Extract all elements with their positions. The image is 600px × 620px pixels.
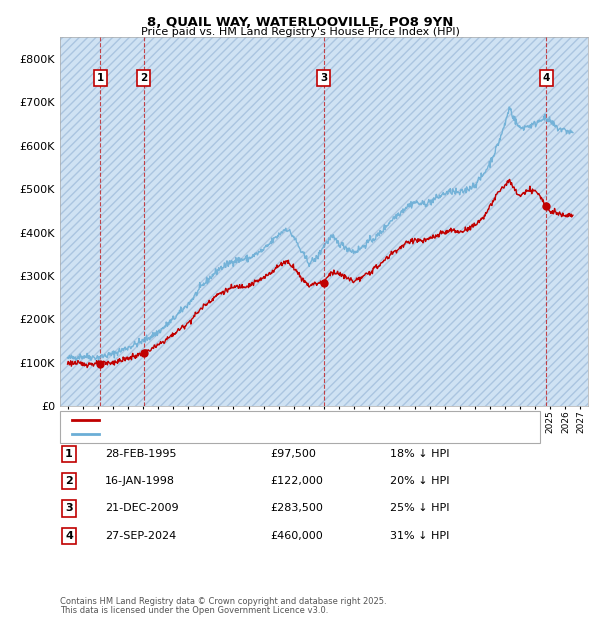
Text: 25% ↓ HPI: 25% ↓ HPI xyxy=(390,503,449,513)
Text: 8, QUAIL WAY, WATERLOOVILLE, PO8 9YN (detached house): 8, QUAIL WAY, WATERLOOVILLE, PO8 9YN (de… xyxy=(103,415,394,425)
Text: 21-DEC-2009: 21-DEC-2009 xyxy=(105,503,179,513)
Text: £283,500: £283,500 xyxy=(270,503,323,513)
Text: 1: 1 xyxy=(65,449,73,459)
Text: 1: 1 xyxy=(97,73,104,83)
Text: 27-SEP-2024: 27-SEP-2024 xyxy=(105,531,176,541)
Text: £97,500: £97,500 xyxy=(270,449,316,459)
Text: 4: 4 xyxy=(542,73,550,83)
Text: 4: 4 xyxy=(65,531,73,541)
Bar xyxy=(143,37,323,406)
Text: 3: 3 xyxy=(65,503,73,513)
Text: 28-FEB-1995: 28-FEB-1995 xyxy=(105,449,176,459)
Text: 31% ↓ HPI: 31% ↓ HPI xyxy=(390,531,449,541)
Bar xyxy=(60,37,100,406)
Text: £460,000: £460,000 xyxy=(270,531,323,541)
Text: HPI: Average price, detached house, East Hampshire: HPI: Average price, detached house, East… xyxy=(103,429,361,440)
Bar xyxy=(323,37,547,406)
Text: 18% ↓ HPI: 18% ↓ HPI xyxy=(390,449,449,459)
Text: Price paid vs. HM Land Registry's House Price Index (HPI): Price paid vs. HM Land Registry's House … xyxy=(140,27,460,37)
Text: Contains HM Land Registry data © Crown copyright and database right 2025.: Contains HM Land Registry data © Crown c… xyxy=(60,597,386,606)
Text: 2: 2 xyxy=(65,476,73,486)
Text: This data is licensed under the Open Government Licence v3.0.: This data is licensed under the Open Gov… xyxy=(60,606,328,615)
Text: £122,000: £122,000 xyxy=(270,476,323,486)
Bar xyxy=(100,37,143,406)
Text: 3: 3 xyxy=(320,73,327,83)
Text: 16-JAN-1998: 16-JAN-1998 xyxy=(105,476,175,486)
Text: 8, QUAIL WAY, WATERLOOVILLE, PO8 9YN: 8, QUAIL WAY, WATERLOOVILLE, PO8 9YN xyxy=(147,16,453,29)
Text: 20% ↓ HPI: 20% ↓ HPI xyxy=(390,476,449,486)
Text: 2: 2 xyxy=(140,73,147,83)
Bar xyxy=(547,37,588,406)
